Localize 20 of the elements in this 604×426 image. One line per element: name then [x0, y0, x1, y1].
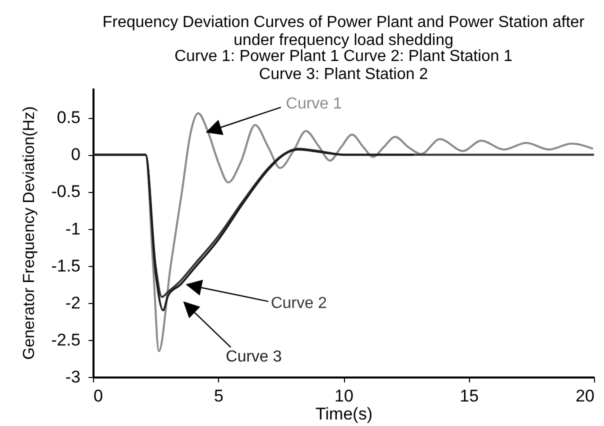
x-tick-label: 20	[576, 386, 594, 406]
y-tick-label: -2	[65, 293, 80, 312]
x-tick-label: 5	[214, 386, 224, 406]
y-tick-label: -1.5	[51, 256, 80, 276]
y-tick-label: -3	[65, 368, 80, 386]
text: Curve 3	[226, 348, 282, 366]
y-tick-label: -0.5	[51, 182, 80, 202]
y-tick-label: -2.5	[51, 330, 80, 350]
y-axis-title: Generator Frequency Deviation(Hz)	[21, 106, 38, 360]
chart-title: Frequency Deviation Curves of Power Plant and Power Station after under frequency load shedding	[102, 14, 586, 49]
y-tick-label: -1	[65, 219, 80, 238]
x-tick-label: 0	[94, 386, 103, 406]
y-tick-label: 0	[71, 145, 80, 164]
x-tick-label: 15	[460, 386, 479, 406]
y-tick-label: 0.5	[56, 108, 80, 128]
text: Curve 2	[270, 294, 327, 312]
x-axis-title: Time(s)	[316, 404, 372, 424]
chart-subtitle: Curve 1: Power Plant 1 Curve 2: Plant Station 1 Curve 3: Plant Station 2	[174, 48, 513, 83]
series-label: Curve 1	[286, 96, 342, 113]
x-tick-label: 10	[334, 386, 354, 406]
